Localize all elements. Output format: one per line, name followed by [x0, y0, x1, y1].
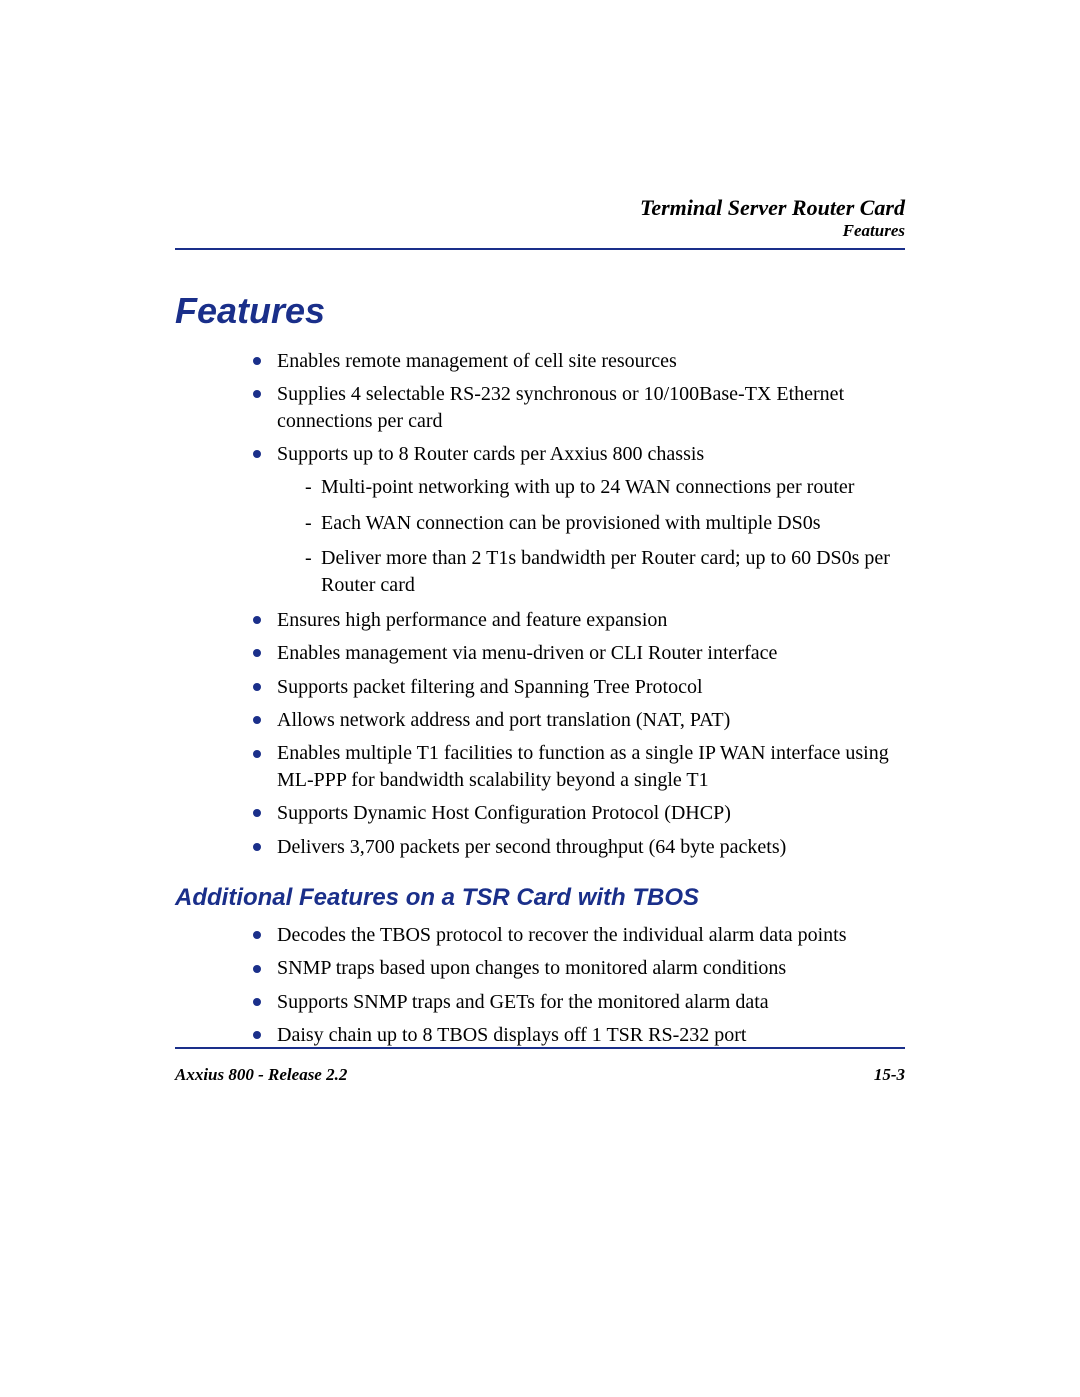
list-item: Decodes the TBOS protocol to recover the… [253, 922, 905, 948]
list-item: Enables multiple T1 facilities to functi… [253, 740, 905, 793]
list-item: Supports SNMP traps and GETs for the mon… [253, 989, 905, 1015]
header-rule [175, 248, 905, 250]
list-item: Supports up to 8 Router cards per Axxius… [253, 441, 905, 598]
list-item-text: Enables management via menu-driven or CL… [277, 642, 777, 664]
list-item-text: Delivers 3,700 packets per second throug… [277, 836, 786, 858]
header-subtitle: Features [175, 221, 905, 241]
list-item-text: Decodes the TBOS protocol to recover the… [277, 924, 846, 946]
header-title: Terminal Server Router Card [175, 195, 905, 221]
list-item: Delivers 3,700 packets per second throug… [253, 834, 905, 860]
list-item: Supplies 4 selectable RS-232 synchronous… [253, 381, 905, 434]
list-item-text: Enables multiple T1 facilities to functi… [277, 742, 889, 790]
sub-list-item: Each WAN connection can be provisioned w… [305, 510, 905, 536]
section-heading-additional: Additional Features on a TSR Card with T… [175, 884, 905, 912]
footer-rule [175, 1047, 905, 1049]
list-item-text: Supports SNMP traps and GETs for the mon… [277, 991, 769, 1013]
list-item: Supports packet filtering and Spanning T… [253, 674, 905, 700]
footer-left: Axxius 800 - Release 2.2 [175, 1065, 347, 1085]
list-item-text: Allows network address and port translat… [277, 709, 730, 731]
sub-list-item: Deliver more than 2 T1s bandwidth per Ro… [305, 545, 905, 598]
list-item: SNMP traps based upon changes to monitor… [253, 955, 905, 981]
list-item-text: Supports up to 8 Router cards per Axxius… [277, 443, 704, 465]
list-item-text: Supports Dynamic Host Configuration Prot… [277, 802, 731, 824]
list-item-text: SNMP traps based upon changes to monitor… [277, 957, 786, 979]
list-item-text: Supports packet filtering and Spanning T… [277, 676, 703, 698]
list-item-text: Ensures high performance and feature exp… [277, 609, 667, 631]
list-item: Enables management via menu-driven or CL… [253, 640, 905, 666]
list-item-text: Supplies 4 selectable RS-232 synchronous… [277, 383, 844, 431]
additional-features-list: Decodes the TBOS protocol to recover the… [175, 922, 905, 1049]
section-heading-features: Features [175, 290, 905, 332]
list-item-text: Daisy chain up to 8 TBOS displays off 1 … [277, 1024, 746, 1046]
list-item: Daisy chain up to 8 TBOS displays off 1 … [253, 1022, 905, 1048]
features-list: Enables remote management of cell site r… [175, 348, 905, 860]
document-page: Terminal Server Router Card Features Fea… [0, 0, 1080, 1397]
footer-right: 15-3 [874, 1065, 905, 1085]
list-item: Allows network address and port translat… [253, 707, 905, 733]
list-item: Ensures high performance and feature exp… [253, 607, 905, 633]
sub-list-item: Multi-point networking with up to 24 WAN… [305, 474, 905, 500]
list-item-text: Enables remote management of cell site r… [277, 350, 677, 372]
sub-list: Multi-point networking with up to 24 WAN… [277, 474, 905, 598]
list-item: Supports Dynamic Host Configuration Prot… [253, 800, 905, 826]
list-item: Enables remote management of cell site r… [253, 348, 905, 374]
page-header: Terminal Server Router Card Features [175, 195, 905, 242]
page-footer: Axxius 800 - Release 2.2 15-3 [175, 1065, 905, 1085]
